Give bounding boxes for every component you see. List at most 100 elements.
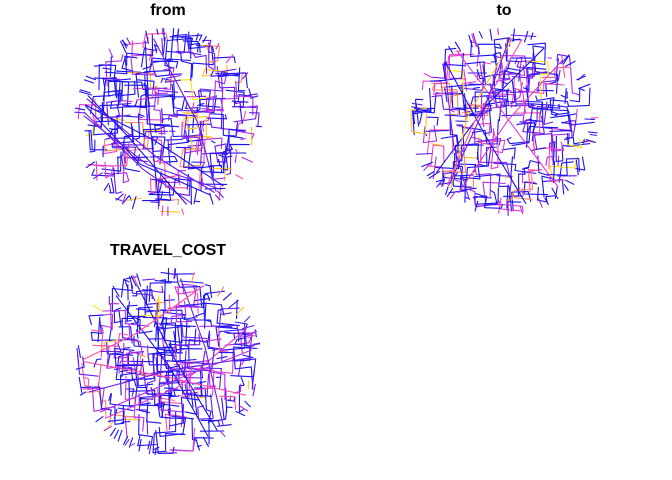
street-segment: [575, 156, 586, 171]
street-segment: [221, 312, 232, 315]
street-segment: [233, 101, 258, 123]
street-segment: [158, 381, 181, 409]
street-segment: [237, 130, 255, 139]
street-segment: [91, 329, 104, 358]
street-segment: [456, 51, 559, 188]
street-segment: [188, 31, 215, 53]
street-segment: [504, 67, 521, 82]
street-segment: [435, 178, 446, 188]
street-segment: [173, 268, 176, 280]
street-segment: [92, 172, 103, 180]
street-segment: [509, 71, 548, 94]
street-segment: [108, 393, 112, 402]
street-segment: [218, 183, 222, 201]
street-segment: [120, 278, 130, 298]
street-segment: [128, 276, 134, 289]
street-segment: [255, 125, 262, 128]
street-segment: [475, 189, 498, 208]
street-segment: [541, 175, 555, 198]
street-segment: [87, 95, 188, 205]
street-segment: [123, 347, 131, 349]
street-segment: [103, 425, 113, 432]
street-segment: [249, 95, 259, 99]
street-segment: [547, 103, 561, 109]
street-segment: [248, 343, 261, 347]
street-segment: [133, 87, 154, 101]
street-segment: [95, 161, 98, 181]
street-segment: [238, 404, 249, 412]
street-segment: [136, 386, 172, 399]
street-segment: [214, 194, 221, 201]
street-segment: [430, 144, 445, 166]
street-segment: [196, 444, 202, 448]
street-segment: [188, 339, 202, 342]
street-segment: [470, 136, 510, 175]
street-segment: [565, 179, 575, 185]
street-segment: [525, 85, 542, 110]
street-segment: [423, 129, 449, 137]
street-segment: [411, 102, 423, 106]
street-segment: [216, 190, 224, 199]
street-segment: [228, 128, 246, 154]
street-segment: [252, 383, 256, 397]
street-segment: [145, 30, 150, 44]
street-segment: [103, 139, 130, 152]
street-segment: [202, 302, 225, 316]
street-segment: [125, 276, 137, 280]
street-segment: [228, 299, 239, 309]
street-segment: [555, 135, 575, 162]
street-segment: [249, 112, 260, 127]
street-segment: [217, 73, 246, 92]
street-segment: [194, 437, 201, 451]
street-segment: [561, 55, 566, 78]
street-segment: [444, 186, 449, 196]
street-segment: [548, 141, 565, 151]
street-segment: [227, 396, 236, 402]
street-segment: [177, 282, 203, 307]
street-segment: [521, 160, 542, 170]
street-segment: [253, 342, 261, 345]
street-segment: [510, 156, 514, 178]
street-segment: [412, 110, 416, 124]
street-segment: [148, 441, 153, 455]
street-segment: [247, 330, 258, 337]
street-segment: [83, 363, 102, 391]
street-segment: [179, 147, 206, 190]
street-segments: [74, 28, 262, 216]
street-segment: [546, 158, 580, 176]
street-segment: [497, 28, 499, 35]
street-segment: [234, 154, 237, 164]
street-segment: [109, 382, 138, 408]
street-segment: [411, 106, 421, 110]
street-segment: [449, 190, 456, 200]
street-segment: [197, 292, 199, 314]
street-segment: [578, 83, 591, 90]
street-segment: [104, 172, 123, 195]
street-segment: [197, 102, 205, 107]
street-segment: [240, 137, 247, 141]
street-segment: [429, 63, 467, 82]
panel-title-to: to: [496, 2, 512, 19]
street-segment: [179, 278, 224, 427]
street-segment: [224, 335, 252, 353]
street-segment: [113, 429, 120, 440]
street-segment: [435, 47, 545, 174]
street-segment: [74, 107, 86, 111]
street-segment: [137, 79, 155, 90]
street-segment: [530, 147, 546, 152]
street-segment: [169, 397, 200, 427]
street-segment: [200, 419, 221, 427]
street-segment: [223, 143, 250, 153]
street-segment: [475, 138, 502, 146]
street-segment: [530, 32, 534, 40]
street-segment: [225, 54, 234, 64]
street-segment: [563, 183, 569, 191]
street-segment: [111, 168, 130, 184]
street-segment: [557, 69, 561, 81]
street-segment: [560, 54, 570, 65]
street-segment: [182, 40, 199, 53]
street-segment: [453, 178, 460, 183]
street-segment: [472, 33, 477, 46]
street-segment: [167, 124, 190, 166]
street-segment: [497, 197, 502, 214]
